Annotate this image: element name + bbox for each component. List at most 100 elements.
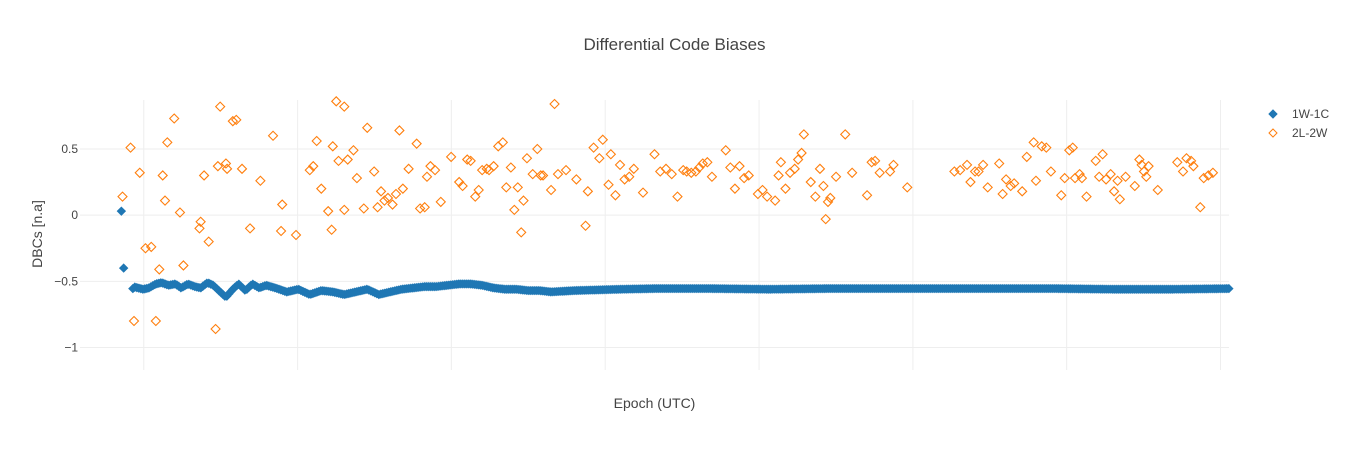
series-2l-2w-point: [825, 192, 836, 204]
series-2l-2w-point: [150, 315, 162, 327]
series-2l-2w-point: [244, 223, 256, 234]
series-2l-2w-point: [382, 192, 394, 204]
y-tick-label: 0.5: [61, 142, 78, 156]
series-2l-2w-point: [397, 183, 409, 194]
series-2l-2w-point: [390, 188, 402, 200]
series-2l-2w-point: [1090, 155, 1101, 167]
series-layer: [116, 96, 1234, 335]
series-2l-2w-point: [537, 170, 549, 181]
series-2l-2w-point: [372, 201, 383, 213]
series-2l-2w-point: [505, 162, 517, 173]
legend-item-2l-2w[interactable]: 2L-2W: [1268, 126, 1328, 140]
series-2l-2w-point: [1000, 174, 1012, 185]
series-2l-2w-point: [358, 203, 370, 214]
series-2l-2w-point: [1016, 186, 1028, 197]
series-2l-2w-point: [1152, 184, 1164, 196]
grid-layer: [80, 100, 1229, 370]
series-2l-2w-point: [178, 260, 189, 271]
y-tick-label: 0: [71, 208, 78, 222]
series-2l-2w-point: [227, 115, 239, 127]
series-2l-2w-point: [1134, 154, 1145, 165]
series-2l-2w-point: [874, 167, 885, 179]
series-2l-2w-point: [977, 159, 989, 171]
series-2l-2w-point: [387, 199, 398, 210]
series-2l-2w-point: [677, 164, 689, 176]
series-2l-2w-point: [1021, 151, 1033, 163]
series-2l-2w-point: [1112, 175, 1123, 187]
series-2l-2w-point: [649, 148, 660, 160]
series-2l-2w-point: [435, 196, 447, 208]
series-2l-2w-point: [375, 186, 387, 197]
series-2l-2w-point: [429, 164, 441, 176]
series-2l-2w-point: [822, 196, 834, 208]
series-2l-2w-point: [290, 229, 302, 241]
series-2l-2w-point: [805, 176, 817, 188]
series-2l-2w-point: [518, 195, 529, 206]
series-2l-2w-point: [734, 160, 745, 172]
series-2l-2w-point: [685, 167, 697, 179]
series-2l-2w-point: [628, 163, 640, 175]
series-1w-1c-point: [1224, 283, 1234, 294]
series-2l-2w-point: [729, 183, 741, 194]
series-2l-2w-point: [457, 180, 468, 192]
series-2l-2w-point: [839, 129, 851, 140]
series-2l-2w-point: [255, 175, 266, 187]
series-2l-2w-point: [1097, 148, 1108, 160]
series-2l-2w-point: [322, 205, 334, 217]
series-2l-2w-point: [1138, 166, 1150, 177]
series-2l-2w-point: [796, 147, 807, 159]
series-2l-2w-point: [512, 182, 524, 193]
series-1w-1c-point: [116, 206, 127, 216]
series-2l-2w-point: [775, 156, 787, 168]
legend[interactable]: 1W-1C 2L-2W: [1268, 107, 1329, 140]
series-2l-2w-point: [580, 220, 591, 232]
series-2l-2w-point: [168, 113, 180, 124]
series-2l-2w-point: [159, 195, 171, 206]
series-2l-2w-point: [1195, 201, 1206, 213]
series-2l-2w-point: [1140, 171, 1152, 183]
series-2l-2w-point: [965, 176, 976, 188]
series-2l-2w-point: [174, 207, 186, 218]
series-2l-2w-point: [582, 186, 594, 197]
series-2l-2w-point: [614, 159, 626, 171]
series-2l-2w-point: [773, 170, 784, 181]
series-2l-2w-point: [203, 236, 214, 247]
series-2l-2w-point: [1045, 166, 1057, 177]
series-2l-2w-point: [861, 190, 873, 201]
series-2l-2w-point: [338, 101, 350, 112]
series-2l-2w-point: [666, 168, 678, 180]
series-2l-2w-point: [672, 191, 683, 202]
series-2l-2w-point: [1185, 155, 1197, 167]
series-2l-2w-point: [869, 155, 881, 167]
series-2l-2w-point: [973, 166, 984, 177]
legend-label-2l-2w: 2L-2W: [1292, 126, 1328, 140]
series-2l-2w-point: [515, 227, 527, 238]
series-2l-2w-point: [236, 163, 248, 175]
y-axis-title: DBCs [n.a]: [29, 200, 45, 268]
series-2l-2w-point: [1105, 168, 1116, 180]
series-1w-1c-point: [118, 263, 129, 273]
legend-marker-2l-2w: [1268, 128, 1278, 138]
series-2l-2w-point: [820, 213, 831, 225]
series-2l-2w-point: [445, 151, 457, 163]
series-2l-2w-point: [368, 166, 380, 177]
series-2l-2w-point: [866, 156, 877, 168]
series-2l-2w-point: [1172, 156, 1183, 168]
series-2l-2w-point: [145, 241, 157, 253]
series-2l-2w-point: [1081, 191, 1092, 202]
series-2l-2w-point: [1067, 142, 1079, 153]
series-2l-2w-point: [488, 160, 499, 172]
series-2l-2w-point: [267, 130, 279, 142]
series-2l-2w-point: [884, 166, 896, 177]
y-tick-label: −0.5: [54, 274, 78, 288]
series-2l-2w-point: [1093, 171, 1105, 183]
legend-item-1w-1c[interactable]: 1W-1C: [1268, 107, 1329, 121]
series-2l-2w-point: [221, 163, 233, 175]
series-2l-2w-point: [276, 199, 288, 210]
series-2l-2w-point: [1143, 160, 1154, 172]
series-2l-2w-point: [1120, 171, 1131, 183]
series-2l-2w-point: [535, 170, 547, 181]
series-2l-2w-point: [1064, 145, 1075, 156]
legend-marker-1w-1c: [1268, 109, 1278, 119]
